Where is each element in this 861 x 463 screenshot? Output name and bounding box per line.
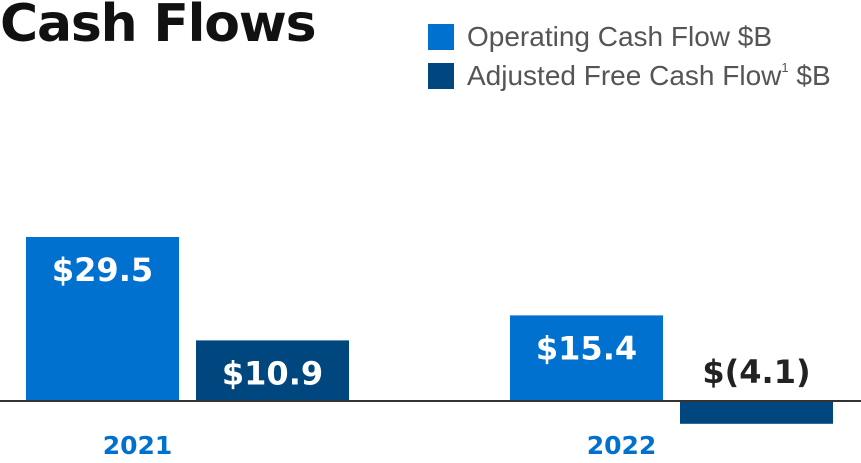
bar-value-label: $15.4 — [536, 329, 637, 367]
chart-title: Cash Flows — [0, 0, 317, 54]
legend-label-text: Operating Cash Flow $B — [467, 20, 773, 52]
bar-value-label: $(4.1) — [702, 353, 810, 391]
legend-swatch-adjusted-free-cash-flow — [428, 62, 454, 89]
legend-label-adjusted-free-cash-flow: Adjusted Free Cash Flow1 $B — [467, 60, 831, 92]
legend-label-suffix: $B — [788, 59, 831, 91]
footnote-marker: 1 — [781, 59, 789, 75]
legend-label-operating-cash-flow: Operating Cash Flow $B — [467, 21, 772, 53]
bar-2021-series-1 — [196, 340, 349, 401]
legend-swatch-operating-cash-flow — [428, 23, 454, 50]
x-axis-tick-label: 2021 — [103, 431, 173, 460]
legend-label-text: Adjusted Free Cash Flow — [467, 59, 782, 91]
legend-item-adjusted-free-cash-flow: Adjusted Free Cash Flow1 $B — [428, 56, 831, 95]
bar-2021-series-0 — [26, 237, 179, 401]
bar-2022-series-1 — [680, 401, 833, 424]
bar-2022-series-0 — [510, 315, 663, 401]
x-axis-tick-label: 2022 — [587, 431, 657, 460]
bar-value-label: $10.9 — [222, 354, 323, 392]
bar-value-label: $29.5 — [52, 251, 153, 289]
legend: Operating Cash Flow $B Adjusted Free Cas… — [428, 17, 831, 95]
legend-item-operating-cash-flow: Operating Cash Flow $B — [428, 17, 831, 56]
